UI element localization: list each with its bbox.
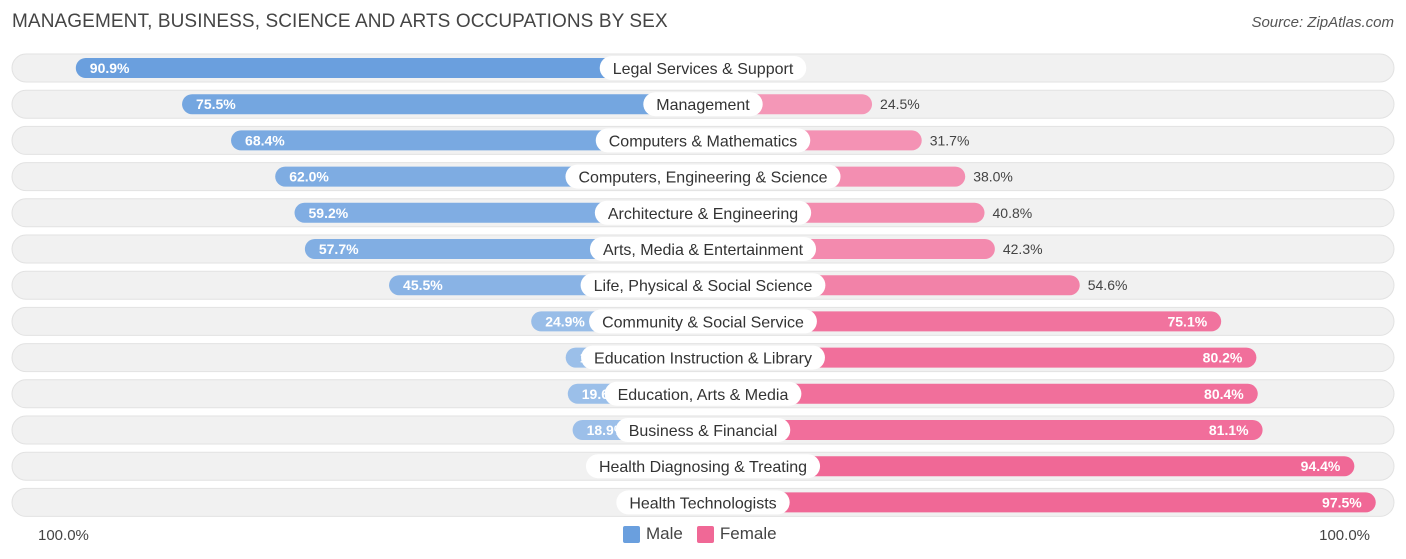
axis-right-label: 100.0% [1319, 527, 1370, 544]
male-value-label: 62.0% [289, 169, 329, 185]
category-pill [581, 345, 825, 370]
category-pill [643, 92, 763, 117]
female-value-label: 75.1% [1167, 313, 1207, 329]
female-value-label: 80.2% [1203, 350, 1243, 366]
female-value-label: 97.5% [1322, 494, 1362, 510]
female-bar [703, 456, 1355, 477]
category-label: Architecture & Engineering [608, 206, 798, 223]
category-label: Business & Financial [629, 423, 778, 440]
category-pill [589, 237, 817, 261]
category-label: Management [656, 97, 750, 114]
chart-area: 90.9%9.1%Legal Services & Support75.5%24… [11, 53, 1395, 517]
category-label: Legal Services & Support [613, 61, 794, 78]
category-label: Health Diagnosing & Treating [599, 459, 807, 476]
male-value-label: 57.7% [319, 241, 359, 257]
legend-swatch-female [696, 525, 714, 543]
female-value-label: 94.4% [1301, 458, 1341, 474]
category-pill [595, 128, 811, 153]
category-pill [615, 418, 791, 442]
category-label: Education, Arts & Media [618, 387, 789, 404]
male-value-label: 59.2% [309, 205, 349, 221]
category-pill [599, 56, 807, 80]
female-bar [703, 420, 1263, 440]
category-pill [604, 381, 802, 406]
male-value-label: 24.9% [545, 313, 585, 329]
source-note: Source: ZipAtlas.com [1251, 14, 1394, 31]
female-value-label: 80.4% [1204, 386, 1244, 402]
category-label: Education Instruction & Library [594, 351, 812, 368]
category-pill [585, 454, 821, 479]
female-value-label: 40.8% [993, 205, 1033, 221]
category-pill [589, 309, 817, 334]
category-label: Computers, Engineering & Science [578, 170, 827, 187]
male-bar [231, 130, 704, 151]
male-bar [182, 94, 704, 115]
category-label: Community & Social Service [602, 314, 804, 331]
female-bar [703, 383, 1258, 404]
category-pill [565, 164, 841, 189]
category-pill [580, 273, 826, 298]
category-pill [616, 490, 790, 515]
axis-left-label: 100.0% [38, 527, 89, 544]
female-value-label: 81.1% [1209, 422, 1249, 438]
legend-item-male: Male [623, 524, 683, 544]
female-bar [703, 492, 1376, 513]
male-value-label: 75.5% [196, 96, 236, 112]
female-bar [703, 311, 1222, 332]
legend: Male Female [623, 524, 791, 544]
female-value-label: 24.5% [880, 96, 920, 112]
category-label: Arts, Media & Entertainment [603, 242, 804, 259]
male-value-label: 90.9% [90, 60, 130, 76]
chart-title: MANAGEMENT, BUSINESS, SCIENCE AND ARTS O… [12, 11, 668, 32]
female-value-label: 38.0% [973, 169, 1013, 185]
female-bar [703, 347, 1257, 368]
male-bar [75, 58, 704, 78]
male-value-label: 68.4% [245, 132, 285, 148]
legend-swatch-male [623, 525, 640, 543]
category-label: Life, Physical & Social Science [594, 278, 813, 295]
category-pill [594, 200, 812, 225]
legend-label-female: Female [719, 524, 777, 543]
female-value-label: 42.3% [1003, 241, 1043, 257]
category-label: Computers & Mathematics [609, 133, 798, 150]
female-value-label: 54.6% [1088, 277, 1128, 293]
male-value-label: 45.5% [403, 277, 443, 293]
legend-label-male: Male [646, 524, 683, 543]
category-label: Health Technologists [629, 495, 776, 512]
legend-item-female: Female [696, 524, 777, 544]
female-value-label: 31.7% [930, 132, 970, 148]
